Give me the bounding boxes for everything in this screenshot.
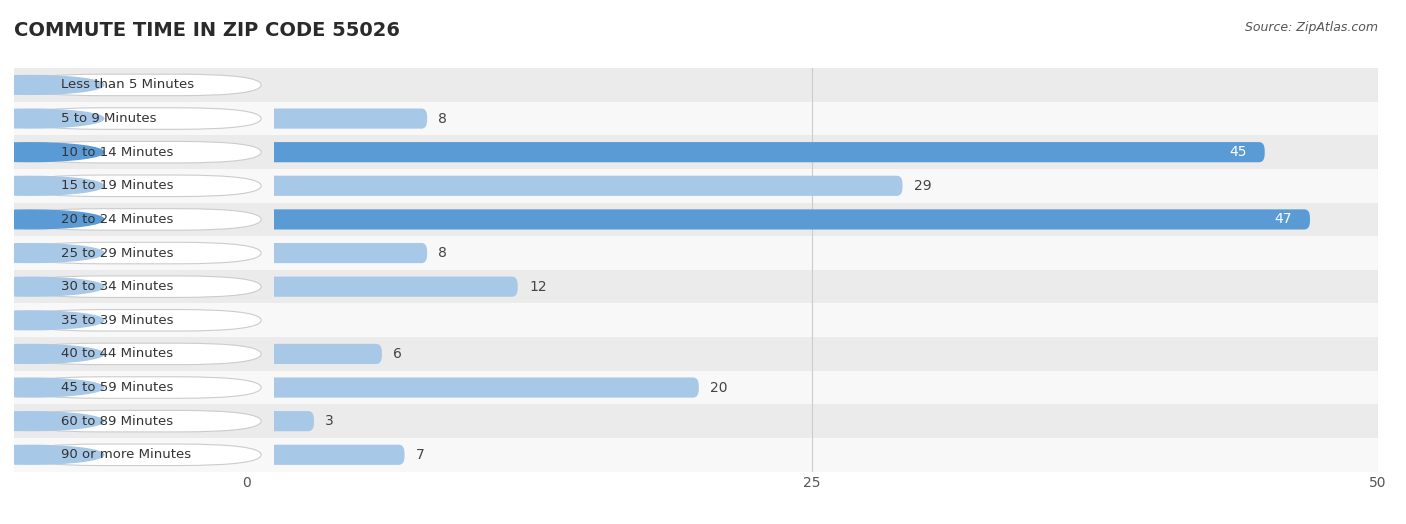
Circle shape: [0, 344, 104, 363]
Text: 29: 29: [914, 179, 931, 193]
Bar: [14, 102, 274, 135]
Circle shape: [0, 412, 104, 431]
Bar: [246, 337, 1378, 371]
Text: 35 to 39 Minutes: 35 to 39 Minutes: [60, 314, 173, 327]
Text: 30 to 34 Minutes: 30 to 34 Minutes: [60, 280, 173, 293]
Bar: [14, 371, 274, 405]
Text: 15 to 19 Minutes: 15 to 19 Minutes: [60, 179, 173, 192]
Bar: [14, 405, 274, 438]
FancyBboxPatch shape: [20, 108, 262, 129]
Text: 7: 7: [416, 448, 425, 462]
FancyBboxPatch shape: [246, 176, 903, 196]
Bar: [246, 169, 1378, 203]
FancyBboxPatch shape: [246, 310, 254, 330]
Text: Source: ZipAtlas.com: Source: ZipAtlas.com: [1244, 21, 1378, 34]
Circle shape: [0, 311, 104, 330]
Text: 20 to 24 Minutes: 20 to 24 Minutes: [60, 213, 173, 226]
FancyBboxPatch shape: [20, 141, 262, 163]
FancyBboxPatch shape: [246, 75, 254, 95]
FancyBboxPatch shape: [20, 377, 262, 398]
Text: 12: 12: [529, 280, 547, 293]
Bar: [14, 303, 274, 337]
Circle shape: [0, 445, 104, 464]
Bar: [14, 203, 274, 236]
Circle shape: [0, 210, 104, 229]
Text: 5 to 9 Minutes: 5 to 9 Minutes: [60, 112, 156, 125]
Text: 60 to 89 Minutes: 60 to 89 Minutes: [60, 414, 173, 428]
Text: 25 to 29 Minutes: 25 to 29 Minutes: [60, 247, 173, 259]
Text: 8: 8: [439, 112, 447, 126]
Text: 90 or more Minutes: 90 or more Minutes: [60, 449, 191, 461]
FancyBboxPatch shape: [20, 310, 262, 331]
Bar: [14, 337, 274, 371]
Bar: [14, 135, 274, 169]
Bar: [246, 135, 1378, 169]
FancyBboxPatch shape: [246, 411, 314, 431]
FancyBboxPatch shape: [20, 175, 262, 196]
FancyBboxPatch shape: [246, 445, 405, 465]
FancyBboxPatch shape: [246, 377, 699, 398]
Text: 47: 47: [1274, 212, 1292, 226]
Bar: [246, 102, 1378, 135]
FancyBboxPatch shape: [20, 242, 262, 264]
Bar: [14, 270, 274, 303]
Text: 45: 45: [1229, 145, 1247, 159]
FancyBboxPatch shape: [20, 209, 262, 230]
Circle shape: [0, 109, 104, 128]
Text: COMMUTE TIME IN ZIP CODE 55026: COMMUTE TIME IN ZIP CODE 55026: [14, 21, 401, 40]
Bar: [246, 303, 1378, 337]
Text: 6: 6: [394, 347, 402, 361]
Text: 0: 0: [260, 78, 269, 92]
FancyBboxPatch shape: [20, 410, 262, 432]
Circle shape: [0, 244, 104, 263]
Text: 45 to 59 Minutes: 45 to 59 Minutes: [60, 381, 173, 394]
Bar: [14, 169, 274, 203]
Bar: [246, 236, 1378, 270]
FancyBboxPatch shape: [20, 343, 262, 365]
Text: 8: 8: [439, 246, 447, 260]
Circle shape: [0, 277, 104, 296]
Circle shape: [0, 378, 104, 397]
Bar: [246, 203, 1378, 236]
FancyBboxPatch shape: [246, 108, 427, 129]
FancyBboxPatch shape: [20, 276, 262, 298]
FancyBboxPatch shape: [246, 344, 382, 364]
Text: 10 to 14 Minutes: 10 to 14 Minutes: [60, 146, 173, 159]
Circle shape: [0, 143, 104, 161]
Text: 3: 3: [325, 414, 335, 428]
FancyBboxPatch shape: [246, 277, 517, 297]
Bar: [14, 68, 274, 102]
Bar: [246, 371, 1378, 405]
Bar: [246, 405, 1378, 438]
Circle shape: [0, 75, 104, 94]
Bar: [246, 438, 1378, 472]
Bar: [14, 236, 274, 270]
Bar: [246, 68, 1378, 102]
FancyBboxPatch shape: [20, 74, 262, 96]
Text: 20: 20: [710, 380, 727, 395]
Text: 40 to 44 Minutes: 40 to 44 Minutes: [60, 347, 173, 361]
Text: Less than 5 Minutes: Less than 5 Minutes: [60, 79, 194, 91]
Text: 0: 0: [260, 313, 269, 328]
Bar: [14, 438, 274, 472]
Circle shape: [0, 177, 104, 195]
FancyBboxPatch shape: [20, 444, 262, 465]
FancyBboxPatch shape: [246, 142, 1265, 162]
FancyBboxPatch shape: [246, 243, 427, 263]
FancyBboxPatch shape: [246, 209, 1310, 230]
Bar: [246, 270, 1378, 303]
